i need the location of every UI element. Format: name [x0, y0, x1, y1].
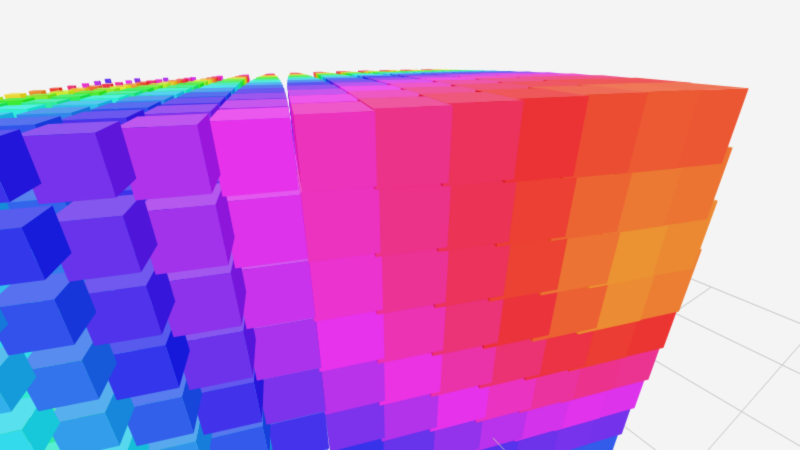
voxel-viewport [0, 0, 800, 450]
voxel-scene-canvas[interactable] [0, 0, 800, 450]
